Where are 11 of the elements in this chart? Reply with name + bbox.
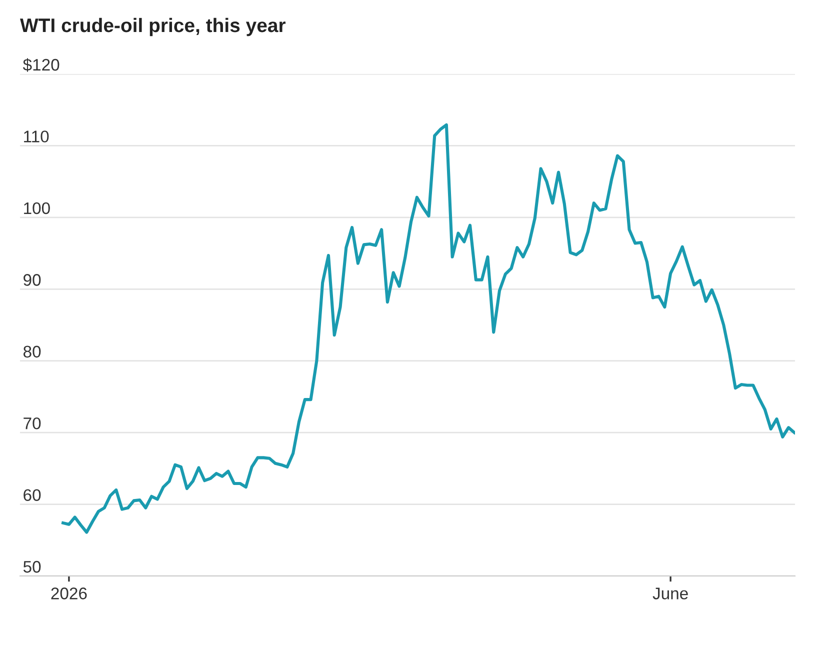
y-tick-label: 60 xyxy=(24,489,41,501)
chart-title: WTI crude-oil price, this year xyxy=(20,18,286,36)
y-tick-label: $120 xyxy=(22,58,60,72)
y-tick-label: 100 xyxy=(24,202,50,214)
y-tick-label: 50 xyxy=(23,560,41,573)
y-tick-label: 70 xyxy=(24,417,41,430)
x-tick-label: June xyxy=(652,588,688,600)
y-tick-label: 110 xyxy=(24,130,49,142)
y-tick-label: 90 xyxy=(24,274,41,286)
y-tick-label: 80 xyxy=(24,346,41,358)
x-tick-label: 2026 xyxy=(51,588,87,600)
